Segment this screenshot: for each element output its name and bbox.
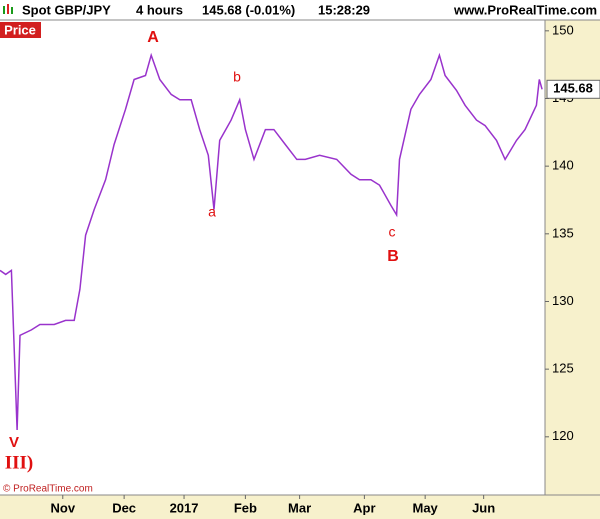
panel-label: Price [4, 22, 36, 37]
wave-annotation: B [387, 248, 399, 265]
y-tick-label: 125 [552, 361, 574, 376]
y-tick-label: 150 [552, 22, 574, 37]
logo [7, 4, 9, 14]
y-tick-label: 130 [552, 293, 574, 308]
x-tick-label: Feb [234, 500, 257, 515]
last-price-box [546, 79, 600, 99]
logo [11, 7, 13, 14]
header-price: 145.68 (-0.01%) [202, 2, 295, 17]
x-tick-label: Mar [288, 500, 311, 515]
x-tick-label: Apr [353, 500, 375, 515]
wave-annotation: III) [5, 452, 34, 473]
y-axis-panel [545, 20, 600, 519]
header-time: 15:28:29 [318, 2, 370, 17]
header-interval: 4 hours [136, 2, 183, 17]
x-tick-label: Dec [112, 500, 136, 515]
copyright: © ProRealTime.com [3, 484, 93, 495]
header-site: www.ProRealTime.com [453, 2, 597, 17]
header-instrument: Spot GBP/JPY [22, 2, 111, 17]
x-tick-label: 2017 [170, 500, 199, 515]
wave-annotation: b [233, 69, 241, 85]
y-tick-label: 140 [552, 158, 574, 173]
panel-label-box [0, 22, 41, 38]
x-tick-label: Jun [472, 500, 495, 515]
wave-annotation: a [208, 204, 216, 220]
y-tick-label: 135 [552, 225, 574, 240]
x-tick-label: May [413, 500, 439, 515]
y-tick-label: 120 [552, 428, 574, 443]
x-tick-label: Nov [50, 500, 75, 515]
logo [3, 6, 5, 14]
price-line [0, 52, 543, 431]
wave-annotation: V [9, 434, 19, 451]
wave-annotation: c [389, 224, 396, 240]
wave-annotation: A [147, 29, 159, 46]
last-price-label: 145.68 [553, 81, 593, 96]
